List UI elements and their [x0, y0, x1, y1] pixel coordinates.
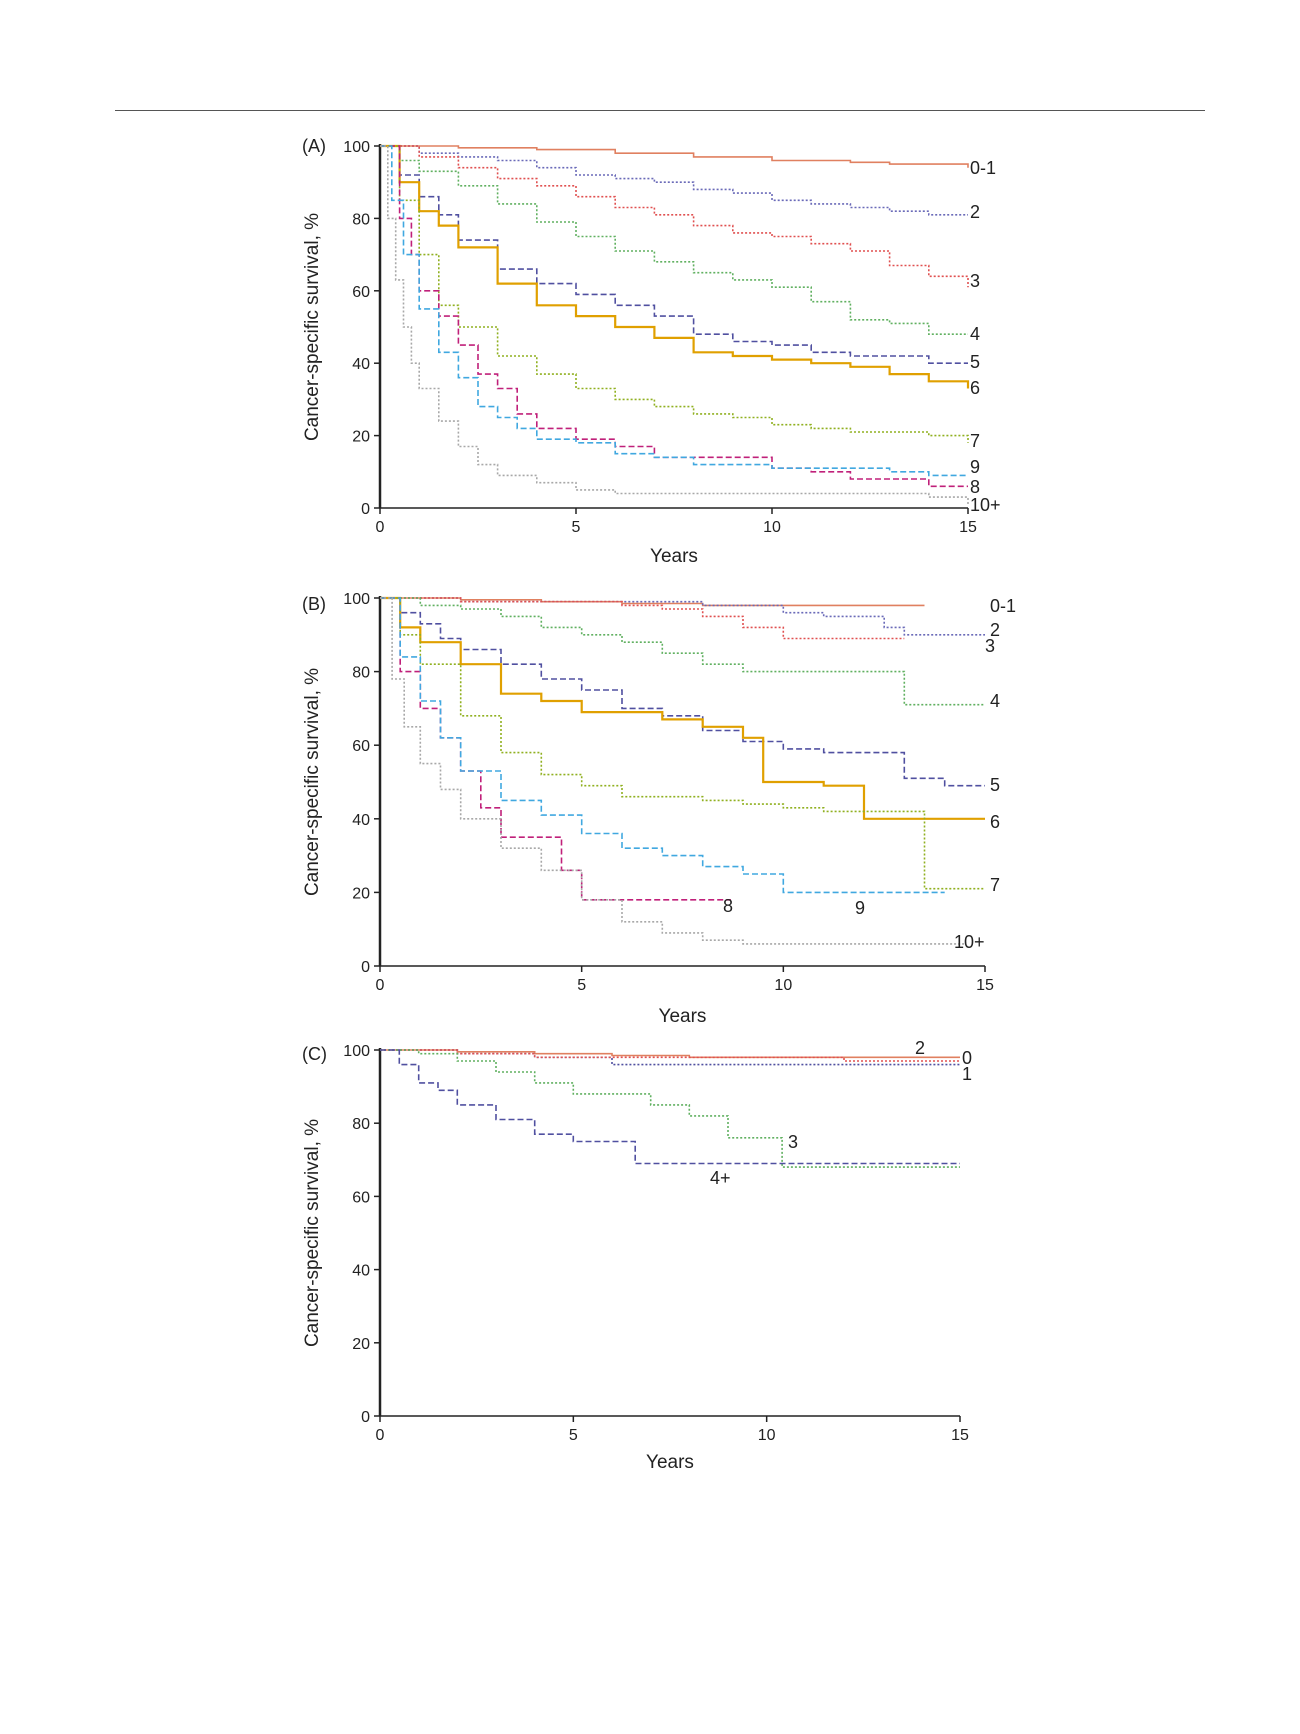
- x-tick-label: 0: [376, 519, 385, 536]
- series-line-6: [380, 144, 970, 389]
- x-tick-label: 10: [774, 977, 792, 994]
- y-tick-label: 100: [343, 139, 370, 156]
- series-label-6: 6: [990, 812, 1000, 832]
- panel-label: (C): [302, 1044, 327, 1064]
- series-line-4+: [380, 1049, 960, 1165]
- series-label-9: 9: [855, 898, 865, 918]
- series-line-9: [380, 145, 968, 477]
- x-tick-label: 5: [569, 1427, 578, 1444]
- series-label-6: 6: [970, 378, 980, 398]
- y-tick-label: 80: [352, 665, 370, 682]
- x-axis-label: Years: [646, 1452, 694, 1473]
- series-label-0-1: 0-1: [990, 596, 1016, 616]
- series-label-5: 5: [990, 775, 1000, 795]
- y-tick-label: 0: [361, 501, 370, 518]
- series-line-0-1: [380, 597, 925, 607]
- series-label-5: 5: [970, 352, 980, 372]
- panel-label: (B): [302, 594, 326, 614]
- series-line-3: [380, 145, 969, 288]
- series-label-0: 0: [962, 1048, 972, 1068]
- series-label-3: 3: [985, 636, 995, 656]
- x-tick-label: 15: [959, 519, 977, 536]
- x-tick-label: 15: [951, 1427, 969, 1444]
- series-line-10+: [380, 597, 965, 945]
- y-tick-label: 60: [352, 738, 370, 755]
- series-label-10+: 10+: [970, 495, 1001, 515]
- series-label-4: 4: [970, 324, 980, 344]
- y-tick-label: 80: [352, 1116, 370, 1133]
- x-axis-label: Years: [659, 1006, 707, 1027]
- panel-label: (A): [302, 136, 326, 156]
- series-label-7: 7: [990, 875, 1000, 895]
- top-rule: [115, 110, 1205, 111]
- series-label-2: 2: [990, 620, 1000, 640]
- series-label-7: 7: [970, 431, 980, 451]
- y-tick-label: 40: [352, 812, 370, 829]
- series-label-8: 8: [723, 896, 733, 916]
- y-tick-label: 100: [343, 1043, 370, 1060]
- x-tick-label: 10: [758, 1427, 776, 1444]
- series-line-7: [380, 145, 969, 443]
- x-tick-label: 5: [577, 977, 586, 994]
- x-tick-label: 0: [376, 1427, 385, 1444]
- series-line-4: [380, 145, 968, 335]
- y-tick-label: 80: [352, 211, 370, 228]
- series-label-10+: 10+: [954, 932, 985, 952]
- y-axis-label: Cancer-specific survival, %: [302, 668, 323, 896]
- series-line-5: [380, 145, 968, 364]
- series-line-10+: [380, 145, 969, 505]
- chart-panel-a: 0 20 40 60 80 100 0 5 10 15 (A) Cancer-specific sur…: [302, 136, 1001, 567]
- y-tick-label: 40: [352, 1263, 370, 1280]
- y-axis-label: Cancer-specific survival, %: [302, 213, 323, 441]
- series-label-3: 3: [788, 1132, 798, 1152]
- x-tick-label: 10: [763, 519, 781, 536]
- y-tick-label: 40: [352, 356, 370, 373]
- series-line-6: [380, 596, 985, 820]
- series-label-4+: 4+: [710, 1168, 731, 1188]
- y-tick-label: 60: [352, 1189, 370, 1206]
- y-tick-label: 0: [361, 959, 370, 976]
- series-label-8: 8: [970, 477, 980, 497]
- y-tick-label: 20: [352, 1336, 370, 1353]
- series-line-7: [380, 597, 985, 890]
- series-label-2: 2: [970, 202, 980, 222]
- x-axis-label: Years: [650, 546, 698, 567]
- x-tick-label: 5: [572, 519, 581, 536]
- y-tick-label: 100: [343, 591, 370, 608]
- x-tick-label: 15: [976, 977, 994, 994]
- series-label-2: 2: [915, 1038, 925, 1058]
- y-tick-label: 0: [361, 1409, 370, 1426]
- series-label-9: 9: [970, 457, 980, 477]
- y-axis-label: Cancer-specific survival, %: [302, 1119, 323, 1347]
- series-line-2: [380, 145, 968, 216]
- y-tick-label: 20: [352, 429, 370, 446]
- series-line-4: [380, 597, 985, 706]
- series-line-3: [380, 597, 905, 640]
- series-line-0-1: [380, 145, 969, 168]
- y-tick-label: 60: [352, 284, 370, 301]
- series-line-5: [380, 597, 985, 787]
- series-line-3: [380, 1049, 960, 1168]
- series-line-8: [380, 597, 731, 901]
- series-label-3: 3: [970, 271, 980, 291]
- series-label-4: 4: [990, 691, 1000, 711]
- x-tick-label: 0: [376, 977, 385, 994]
- series-line-0: [380, 1049, 960, 1059]
- series-line-9: [380, 597, 945, 894]
- series-label-1: 1: [962, 1064, 972, 1084]
- y-tick-label: 20: [352, 885, 370, 902]
- chart-panel-b: 0 20 40 60 80 100 0 5 10 15 (B) Cancer-specific sur…: [302, 591, 1016, 1027]
- series-label-0-1: 0-1: [970, 158, 996, 178]
